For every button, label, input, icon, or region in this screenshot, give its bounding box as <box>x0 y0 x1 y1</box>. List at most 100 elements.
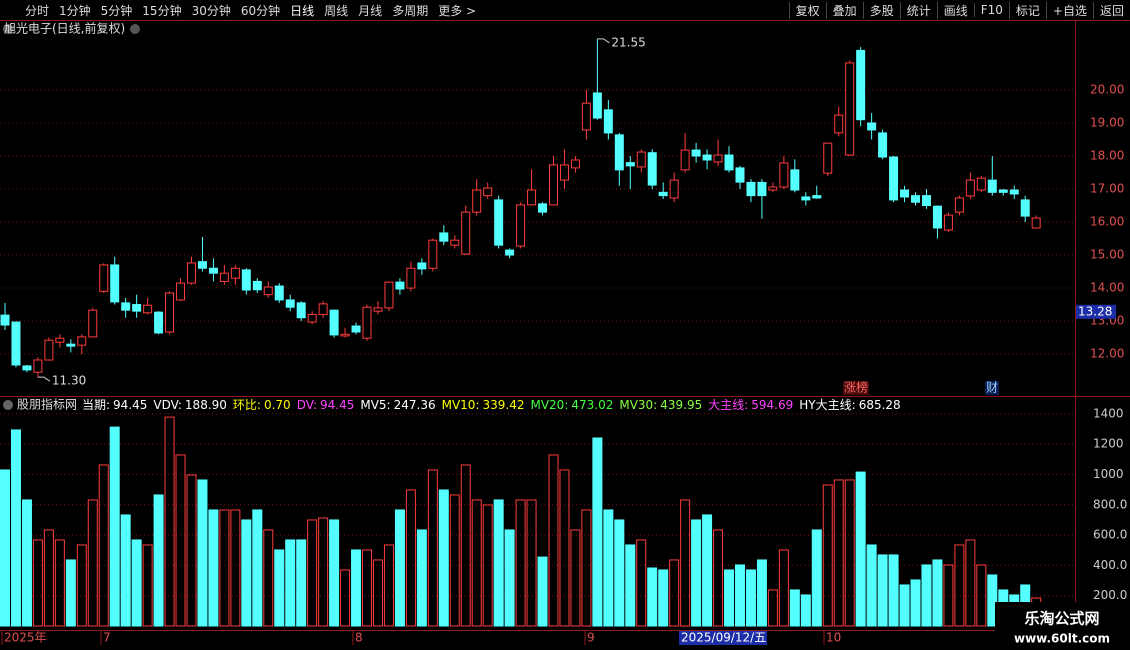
volume-bar <box>449 494 460 627</box>
volume-bar <box>778 549 789 627</box>
candle-body <box>943 214 953 231</box>
volume-bar <box>438 489 449 627</box>
candle-body <box>263 286 273 296</box>
toolbar-button[interactable]: 5分钟 <box>100 3 133 18</box>
volume-bar <box>285 539 296 627</box>
volume-bar <box>32 539 43 627</box>
volume-bar <box>153 494 164 627</box>
stock-title: 旭光电子(日线,前复权) <box>4 21 125 36</box>
volume-bar <box>965 539 976 627</box>
volume-bar <box>691 519 702 627</box>
volume-bar <box>614 519 625 627</box>
volume-bar <box>636 539 647 627</box>
volume-bar <box>515 499 526 627</box>
candle-body <box>99 264 109 292</box>
watermark-bg <box>995 602 1130 650</box>
volume-bar <box>734 564 745 627</box>
toolbar-button[interactable]: 统计 <box>899 1 937 19</box>
volume-bar <box>789 589 800 627</box>
candle-body <box>176 282 186 301</box>
candle-body <box>241 269 251 291</box>
indicator-legend: 当期: 94.45 VDV: 188.90 环比: 0.70 DV: 94.45 MV5: 247… <box>82 398 901 412</box>
toolbar-button[interactable]: 复权 <box>788 1 826 19</box>
volume-bar <box>680 499 691 627</box>
toolbar-button[interactable]: F10 <box>973 3 1009 17</box>
dropdown[interactable] <box>130 24 140 34</box>
toolbar-button[interactable]: 60分钟 <box>240 3 281 18</box>
volume-bar <box>603 509 614 627</box>
toolbar-button[interactable]: 30分钟 <box>191 3 231 18</box>
candle-body <box>768 186 778 191</box>
toolbar-button[interactable]: 多周期 <box>392 3 429 18</box>
volume-bar <box>745 569 756 627</box>
volume-bar <box>702 514 713 627</box>
toolbar-button[interactable]: +自选 <box>1045 1 1093 19</box>
toolbar-button[interactable]: 更多 > <box>438 3 477 18</box>
candle-body <box>11 321 21 366</box>
candle-body <box>22 365 32 371</box>
candle-body <box>483 187 493 197</box>
y-tick-label: 1400 <box>1093 406 1124 420</box>
toolbar-button[interactable]: 多股 <box>862 1 900 19</box>
candle-body <box>428 239 438 269</box>
legend-name: VDV: <box>153 398 182 412</box>
candle-body <box>921 195 931 207</box>
candle-body <box>823 142 833 174</box>
volume-bar <box>43 529 54 627</box>
toolbar-button[interactable]: 分时 <box>25 3 50 18</box>
y-tick-label: 800.0 <box>1093 497 1127 511</box>
candle-body <box>878 132 888 158</box>
toolbar-button[interactable]: 月线 <box>358 3 383 18</box>
icon <box>3 24 13 34</box>
volume-bar <box>219 509 230 627</box>
y-tick-label: 1200 <box>1093 437 1124 451</box>
watermark-url: www.60lt.com <box>1014 632 1110 646</box>
volume-bar <box>669 559 680 627</box>
legend-value: 94.45 <box>113 398 147 412</box>
candle-body <box>121 302 131 311</box>
candle-body <box>154 311 164 334</box>
candle-body <box>724 154 734 171</box>
volume-bar <box>932 559 943 627</box>
volume-bar <box>559 469 570 627</box>
icon <box>3 400 13 410</box>
volume-bar <box>866 544 877 627</box>
volume-bar <box>362 549 373 627</box>
toolbar-button[interactable]: 1分钟 <box>59 3 91 18</box>
volume-bar <box>504 529 515 627</box>
y-tick-label: 1000 <box>1093 467 1124 481</box>
toolbar-button[interactable]: 叠加 <box>825 1 863 19</box>
candle-body <box>362 306 372 339</box>
period-toolbar: 分时 1分钟 5分钟 15分钟 30分钟 60分钟 日线 周线 月线 多周期 更多 > <box>20 0 481 20</box>
toolbar-button[interactable]: 周线 <box>324 3 349 18</box>
toolbar-button[interactable]: 返回 <box>1092 1 1130 19</box>
volume-bar <box>899 584 910 627</box>
candle-body <box>889 156 899 201</box>
candle-body <box>110 264 120 303</box>
volume-bar <box>921 564 932 627</box>
volume-bar <box>888 554 899 627</box>
candle-body <box>570 159 580 169</box>
candle-body <box>450 239 460 246</box>
candle-body <box>965 179 975 197</box>
y-tick-label: 14.00 <box>1090 281 1124 295</box>
annotation-label: 11.30 <box>52 374 86 388</box>
volume-bar <box>274 549 285 627</box>
toolbar-button[interactable]: 标记 <box>1008 1 1046 19</box>
watermark-title: 乐淘公式网 <box>1024 610 1099 628</box>
volume-bar <box>416 529 427 627</box>
candle-body <box>230 267 240 279</box>
y-tick-label: 12.00 <box>1090 347 1124 361</box>
candle-body <box>932 205 942 229</box>
x-label: 10 <box>826 631 841 645</box>
last-price-box <box>1076 304 1116 319</box>
toolbar-button[interactable]: 日线 <box>290 3 315 18</box>
candle-body <box>658 191 668 197</box>
toolbar-button[interactable]: 15分钟 <box>142 3 182 18</box>
volume-bar <box>307 519 318 627</box>
volume-bar <box>340 569 351 627</box>
legend-value: 339.42 <box>482 398 524 412</box>
x-label: 8 <box>355 631 363 645</box>
toolbar-button[interactable]: 画线 <box>936 1 974 19</box>
